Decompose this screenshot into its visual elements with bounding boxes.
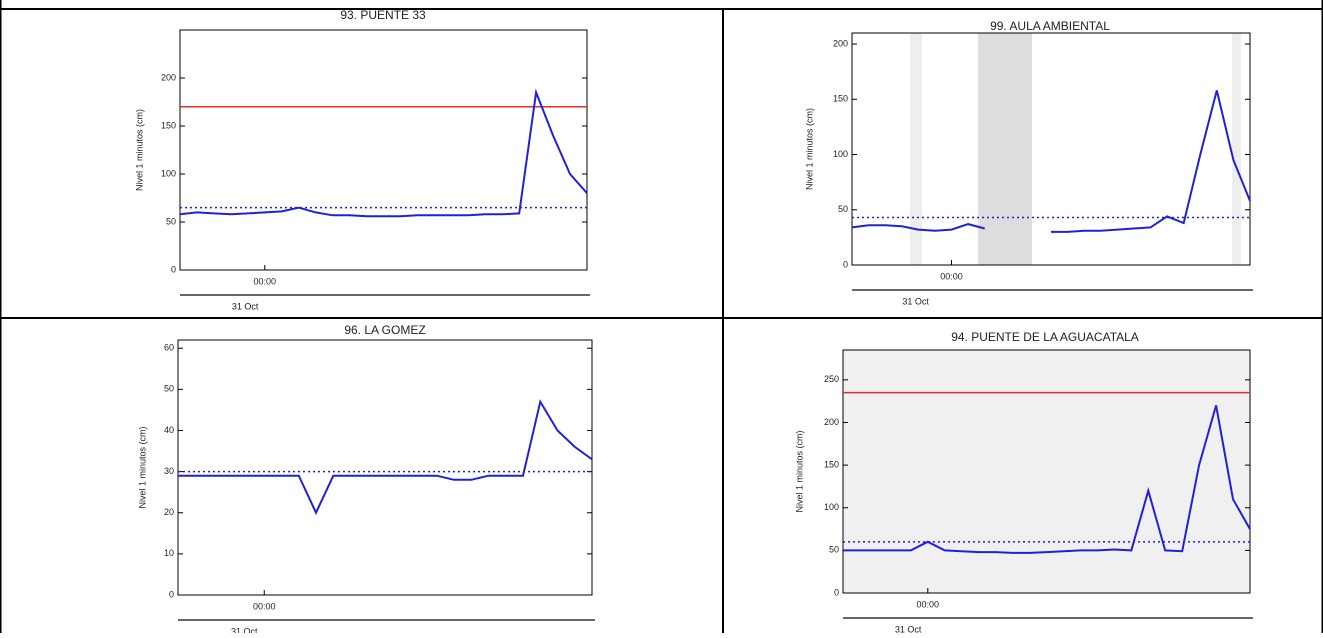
x-tick-label: 00:00 bbox=[940, 271, 963, 281]
y-tick-label: 10 bbox=[164, 548, 174, 558]
shade-band bbox=[843, 350, 1250, 593]
shade-band bbox=[1232, 33, 1241, 265]
y-tick-label: 100 bbox=[833, 149, 848, 159]
y-tick-label: 200 bbox=[833, 38, 848, 48]
y-tick-label: 150 bbox=[824, 459, 839, 469]
y-tick-label: 100 bbox=[161, 168, 176, 178]
x-tick-label: 00:00 bbox=[253, 601, 276, 611]
y-tick-label: 200 bbox=[824, 417, 839, 427]
date-label: 31 Oct bbox=[231, 626, 258, 633]
shade-band bbox=[910, 33, 922, 265]
date-label: 31 Oct bbox=[232, 301, 259, 311]
y-tick-label: 60 bbox=[164, 343, 174, 353]
y-axis-label: Nivel 1 minutos (cm) bbox=[137, 426, 147, 508]
x-tick-label: 00:00 bbox=[917, 599, 940, 609]
plot-frame bbox=[177, 339, 593, 596]
y-tick-label: 0 bbox=[171, 264, 176, 274]
y-axis-label: Nivel 1 minutos (cm) bbox=[804, 108, 814, 190]
y-tick-label: 0 bbox=[843, 259, 848, 269]
y-tick-label: 40 bbox=[164, 425, 174, 435]
date-label: 31 Oct bbox=[895, 624, 922, 633]
chart-title: 96. LA GOMEZ bbox=[344, 323, 425, 337]
y-tick-label: 20 bbox=[164, 507, 174, 517]
x-tick-label: 00:00 bbox=[254, 276, 277, 286]
date-label: 31 Oct bbox=[902, 296, 929, 306]
y-tick-label: 50 bbox=[166, 216, 176, 226]
y-tick-label: 50 bbox=[829, 545, 839, 555]
data-line bbox=[178, 399, 593, 516]
data-line bbox=[851, 90, 1251, 233]
y-tick-label: 150 bbox=[161, 120, 176, 130]
plot-frame bbox=[842, 349, 1251, 594]
y-axis-label: Nivel 1 minutos (cm) bbox=[794, 430, 804, 512]
y-tick-label: 150 bbox=[833, 94, 848, 104]
chart-title: 93. PUENTE 33 bbox=[340, 8, 426, 22]
y-tick-label: 100 bbox=[824, 502, 839, 512]
y-tick-label: 0 bbox=[169, 589, 174, 599]
y-tick-label: 50 bbox=[164, 384, 174, 394]
y-tick-label: 30 bbox=[164, 466, 174, 476]
plot-frame bbox=[179, 29, 588, 271]
plot-frame bbox=[851, 32, 1251, 266]
data-line bbox=[843, 405, 1251, 554]
y-tick-label: 50 bbox=[838, 204, 848, 214]
y-tick-label: 250 bbox=[824, 374, 839, 384]
chart-title: 99. AULA AMBIENTAL bbox=[990, 19, 1110, 33]
y-tick-label: 200 bbox=[161, 72, 176, 82]
y-tick-label: 0 bbox=[834, 587, 839, 597]
y-axis-label: Nivel 1 minutos (cm) bbox=[134, 109, 144, 191]
shade-band bbox=[978, 33, 1032, 265]
chart-title: 94. PUENTE DE LA AGUACATALA bbox=[951, 330, 1139, 344]
data-line bbox=[179, 88, 588, 218]
